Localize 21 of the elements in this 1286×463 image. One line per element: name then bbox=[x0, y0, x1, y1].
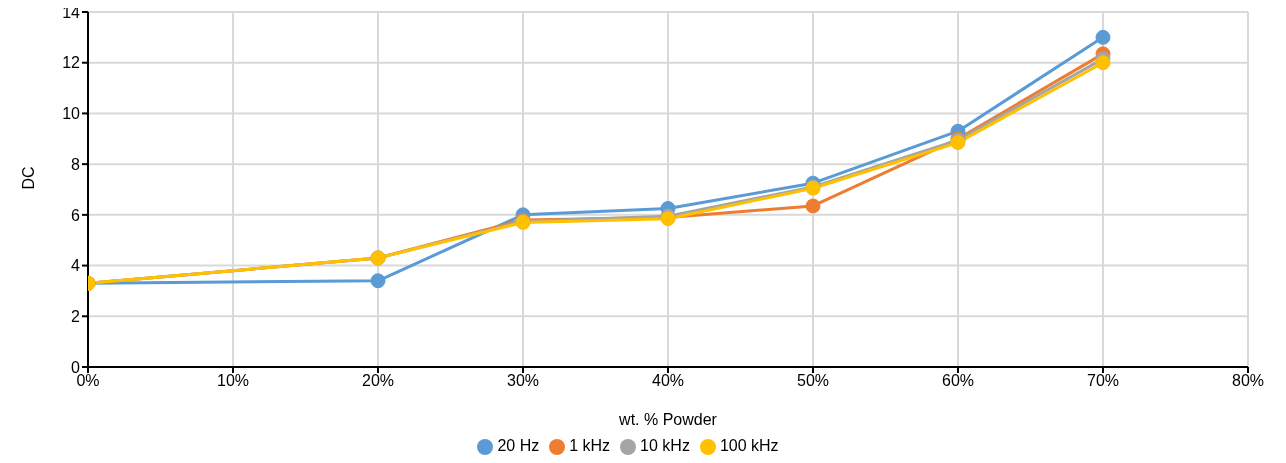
y-tick-label: 8 bbox=[71, 155, 81, 173]
y-tick-label: 4 bbox=[71, 257, 81, 275]
x-tick-label: 80% bbox=[1231, 372, 1265, 390]
y-axis-title: DC bbox=[19, 166, 37, 190]
y-tick-label: 2 bbox=[71, 307, 81, 325]
x-tick-label: 70% bbox=[1086, 372, 1120, 390]
legend-label: 20 Hz bbox=[497, 437, 540, 454]
x-tick-label: 30% bbox=[506, 372, 540, 390]
x-tick-label: 10% bbox=[216, 372, 250, 390]
x-tick-label: 0% bbox=[76, 372, 100, 390]
x-tick-label: 40% bbox=[651, 372, 685, 390]
legend-label: 100 kHz bbox=[719, 437, 779, 454]
legend-label: 10 kHz bbox=[640, 437, 690, 454]
y-tick-label: 10 bbox=[62, 105, 81, 123]
x-tick-label: 60% bbox=[941, 372, 975, 390]
x-tick-label: 50% bbox=[796, 372, 830, 390]
y-tick-label: 12 bbox=[62, 54, 81, 72]
x-axis-title: wt. % Powder bbox=[618, 411, 718, 428]
y-tick-label: 6 bbox=[71, 206, 81, 224]
x-tick-label: 20% bbox=[361, 372, 395, 390]
legend-label: 1 kHz bbox=[569, 437, 611, 454]
